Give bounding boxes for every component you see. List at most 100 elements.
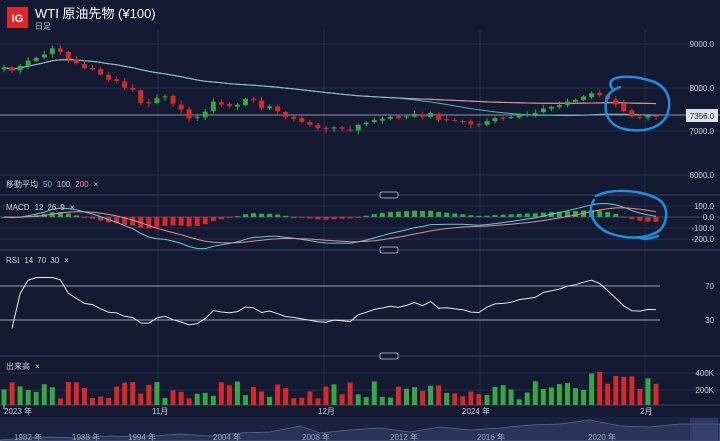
macd-legend[interactable]: MACD 12 26 9 × <box>6 203 75 212</box>
candle-body <box>532 113 538 115</box>
macd-histogram-bar <box>363 215 369 217</box>
candle-body <box>355 124 361 131</box>
time-axis: 2023 年 11月 12月 2024 年 2月 <box>3 405 652 416</box>
macd-histogram-bar <box>170 217 176 226</box>
current-price-value: 7356.0 <box>690 112 715 121</box>
ig-logo-text: IG <box>12 13 24 25</box>
volume-bar <box>243 395 248 405</box>
macd-histogram-bar <box>234 216 240 218</box>
macd-histogram-bar <box>629 217 635 220</box>
volume-bar <box>621 376 627 405</box>
candle-body <box>226 104 232 106</box>
annotation-circle-price <box>604 75 671 132</box>
candle-body <box>645 115 651 118</box>
time-label: 2023 年 <box>4 406 32 416</box>
volume-bar <box>597 372 603 405</box>
navigator-label: 2012 年 <box>390 432 418 441</box>
time-label: 11月 <box>152 407 168 416</box>
candle-body <box>146 102 152 104</box>
panel-resize-handles[interactable] <box>379 191 399 360</box>
volume-bar <box>379 396 385 405</box>
macd-histogram-bar <box>186 217 192 227</box>
candle-body <box>73 59 79 64</box>
macd-histogram-bar <box>532 213 538 217</box>
volume-bar <box>387 397 393 405</box>
candle-body <box>500 117 506 119</box>
macd-histogram-bar <box>315 217 321 220</box>
candle-body <box>436 113 442 120</box>
candle-body <box>243 99 248 105</box>
macd-histogram-bar <box>154 217 160 228</box>
resize-handle-macd[interactable] <box>379 191 399 199</box>
interval-label[interactable]: 日足 <box>35 22 51 31</box>
navigator-label: 1988 年 <box>72 432 100 441</box>
volume-bar <box>114 386 120 405</box>
macd-close-icon[interactable]: × <box>70 203 75 212</box>
candle-body <box>428 113 434 117</box>
candle-body <box>267 106 273 109</box>
volume-bar <box>315 398 321 405</box>
macd-histogram-bar <box>556 211 562 217</box>
resize-handle-volume[interactable] <box>379 352 399 360</box>
candle-body <box>589 93 595 98</box>
macd-histogram-bar <box>331 217 337 220</box>
volume-bar <box>436 385 442 405</box>
volume-bar <box>178 391 184 405</box>
candle-body <box>65 51 71 60</box>
ma-close-icon[interactable]: × <box>94 180 99 189</box>
volume-legend[interactable]: 出来高 × <box>6 361 40 371</box>
rsi-close-icon[interactable]: × <box>64 256 69 265</box>
volume-bar <box>395 386 401 405</box>
macd-histogram-bar <box>500 214 506 217</box>
time-label: 12月 <box>318 407 335 416</box>
macd-histogram-bar <box>291 216 297 218</box>
volume-bar <box>355 394 361 405</box>
volume-bar <box>234 381 240 405</box>
candle-body <box>25 60 31 66</box>
macd-histogram-bar <box>420 211 426 217</box>
navigator-window[interactable] <box>690 418 718 440</box>
moving-averages <box>3 59 657 117</box>
candle-body <box>444 119 450 121</box>
price-tick: 7000.0 <box>690 127 715 136</box>
macd-histogram-bar <box>339 217 345 219</box>
candle-body <box>516 114 522 118</box>
candle-body <box>315 125 321 129</box>
volume-bar <box>275 384 281 405</box>
macd-histogram-bar <box>82 217 87 218</box>
volume-bar <box>186 398 192 405</box>
volume-bar <box>49 387 55 405</box>
volume-bar <box>82 388 87 405</box>
resize-handle-rsi[interactable] <box>379 246 399 254</box>
macd-tick: -100.0 <box>691 224 714 233</box>
instrument-title[interactable]: WTI 原油先物 (¥100) <box>35 6 156 21</box>
price-tick: 9000.0 <box>690 40 715 49</box>
rsi-legend[interactable]: RSI 14 70 30 × <box>6 256 69 265</box>
macd-histogram-bar <box>412 210 417 217</box>
macd-histogram-bar <box>428 210 434 217</box>
price-tick: 6000.0 <box>690 171 715 180</box>
macd-histogram-bar <box>146 217 152 229</box>
navigator-axis: 1982 年 1988 年 1994 年 2004 年 2008 年 2012 … <box>14 432 616 441</box>
volume-bar <box>9 382 15 405</box>
candle-body <box>565 101 570 105</box>
volume-close-icon[interactable]: × <box>35 362 40 371</box>
macd-histogram-bar <box>73 215 79 217</box>
current-price-badge <box>686 109 718 122</box>
macd-histogram-bar <box>597 210 603 217</box>
candle-body <box>629 110 635 117</box>
volume-bar <box>540 389 546 405</box>
time-label: 2月 <box>640 407 652 416</box>
ma-legend[interactable]: 移動平均 50 100 200 × <box>6 179 99 189</box>
macd-histogram-bar <box>452 213 458 217</box>
macd-histogram-bar <box>130 217 136 226</box>
candle-body <box>1 67 7 70</box>
volume-bar <box>500 385 506 405</box>
volume-bar <box>452 393 458 405</box>
volume-bar <box>57 398 63 405</box>
candle-body <box>484 120 490 125</box>
volume-bar <box>347 382 353 405</box>
volume-bar <box>565 383 570 405</box>
